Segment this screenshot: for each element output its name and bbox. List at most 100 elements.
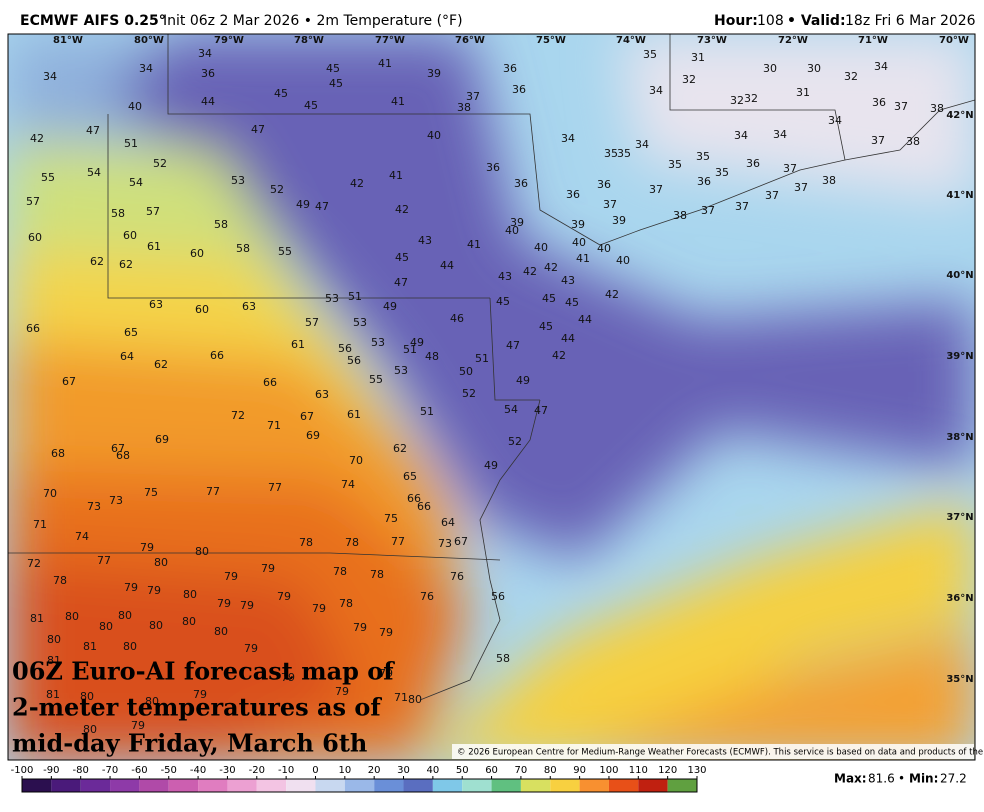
temperature-label: 76 <box>450 570 464 583</box>
temperature-label: 69 <box>155 433 169 446</box>
temperature-label: 36 <box>872 96 886 109</box>
temperature-label: 36 <box>746 157 760 170</box>
temperature-label: 78 <box>345 536 359 549</box>
caption-line: 06Z Euro-AI forecast map of <box>12 657 395 686</box>
temperature-label: 45 <box>326 62 340 75</box>
colorbar-tick-label: -60 <box>131 765 147 776</box>
colorbar-tick-label: 100 <box>599 765 618 776</box>
temperature-label: 72 <box>27 557 41 570</box>
temperature-label: 53 <box>325 292 339 305</box>
temperature-label: 62 <box>154 358 168 371</box>
latitude-label: 41°N <box>946 190 973 201</box>
run-info: Init 06z 2 Mar 2026 • 2m Temperature (°F… <box>163 13 463 29</box>
temperature-label: 56 <box>491 590 505 603</box>
colorbar-tick-label: 50 <box>456 765 469 776</box>
temperature-label: 37 <box>794 181 808 194</box>
temperature-label: 57 <box>305 316 319 329</box>
latitude-label: 38°N <box>946 432 973 443</box>
colorbar-tick-label: 70 <box>515 765 528 776</box>
temperature-label: 42 <box>605 288 619 301</box>
temperature-label: 35 <box>604 147 618 160</box>
temperature-label: 56 <box>338 342 352 355</box>
temperature-label: 60 <box>190 247 204 260</box>
temperature-label: 65 <box>124 326 138 339</box>
temperature-label: 80 <box>154 556 168 569</box>
temperature-label: 45 <box>496 295 510 308</box>
temperature-label: 43 <box>418 234 432 247</box>
temperature-label: 45 <box>329 77 343 90</box>
temperature-label: 40 <box>534 241 548 254</box>
latitude-label: 39°N <box>946 351 973 362</box>
min-value: 27.2 <box>940 772 967 786</box>
temperature-label: 79 <box>147 584 161 597</box>
temperature-label: 79 <box>281 671 295 684</box>
temperature-label: 54 <box>504 403 518 416</box>
temperature-label: 45 <box>395 251 409 264</box>
latitude-label: 40°N <box>946 270 973 281</box>
temperature-label: 35 <box>617 147 631 160</box>
temperature-label: 40 <box>572 236 586 249</box>
colorbar-cell <box>432 779 463 792</box>
temperature-label: 80 <box>80 690 94 703</box>
colorbar-cell <box>579 779 609 792</box>
colorbar-tick-label: 120 <box>658 765 677 776</box>
temperature-label: 47 <box>251 123 265 136</box>
temperature-label: 77 <box>97 554 111 567</box>
colorbar-cell <box>491 779 521 792</box>
temperature-label: 30 <box>807 62 821 75</box>
temperature-label: 63 <box>242 300 256 313</box>
temperature-label: 51 <box>475 352 489 365</box>
temperature-label: 67 <box>300 410 314 423</box>
temperature-label: 44 <box>440 259 454 272</box>
temperature-label: 45 <box>539 320 553 333</box>
colorbar-cell <box>256 779 287 792</box>
valid-label: • Valid: <box>787 13 846 29</box>
temperature-label: 44 <box>561 332 575 345</box>
temperature-label: 71 <box>394 691 408 704</box>
temperature-label: 31 <box>691 51 705 64</box>
colorbar-tick-label: 60 <box>485 765 498 776</box>
temperature-label: 80 <box>214 625 228 638</box>
temperature-label: 36 <box>512 83 526 96</box>
temperature-label: 80 <box>118 609 132 622</box>
temperature-field <box>8 34 975 760</box>
temperature-label: 68 <box>51 447 65 460</box>
temperature-label: 64 <box>441 516 455 529</box>
temperature-label: 60 <box>195 303 209 316</box>
longitude-label: 78°W <box>294 35 324 46</box>
temperature-label: 56 <box>347 354 361 367</box>
temperature-label: 40 <box>128 100 142 113</box>
temperature-label: 34 <box>561 132 575 145</box>
temperature-label: 37 <box>871 134 885 147</box>
colorbar-frame <box>21 778 698 793</box>
temperature-label: 39 <box>612 214 626 227</box>
min-label: Min: <box>909 772 938 786</box>
colorbar-cell <box>550 779 580 792</box>
temperature-label: 62 <box>393 442 407 455</box>
longitude-label: 77°W <box>375 35 405 46</box>
temperature-label: 54 <box>87 166 101 179</box>
temperature-label: 79 <box>124 581 138 594</box>
temperature-label: 34 <box>139 62 153 75</box>
copyright: © 2026 European Centre for Medium-Range … <box>457 748 984 758</box>
colorbar-cell <box>22 779 52 792</box>
temperature-label: 34 <box>773 128 787 141</box>
temperature-label: 77 <box>268 481 282 494</box>
temperature-label: 67 <box>454 535 468 548</box>
temperature-label: 47 <box>534 404 548 417</box>
temperature-label: 47 <box>394 276 408 289</box>
colorbar-tick-label: -10 <box>278 765 294 776</box>
colorbar-tick-label: 90 <box>573 765 586 776</box>
colorbar-tick-label: 80 <box>544 765 557 776</box>
colorbar-cell <box>80 779 111 792</box>
temperature-label: 35 <box>643 48 657 61</box>
temperature-label: 80 <box>149 619 163 632</box>
temperature-label: 39 <box>571 218 585 231</box>
temperature-label: 42 <box>350 177 364 190</box>
longitude-label: 79°W <box>214 35 244 46</box>
temperature-label: 42 <box>544 261 558 274</box>
temperature-label: 71 <box>267 419 281 432</box>
temperature-label: 41 <box>378 57 392 70</box>
temperature-label: 32 <box>730 94 744 107</box>
